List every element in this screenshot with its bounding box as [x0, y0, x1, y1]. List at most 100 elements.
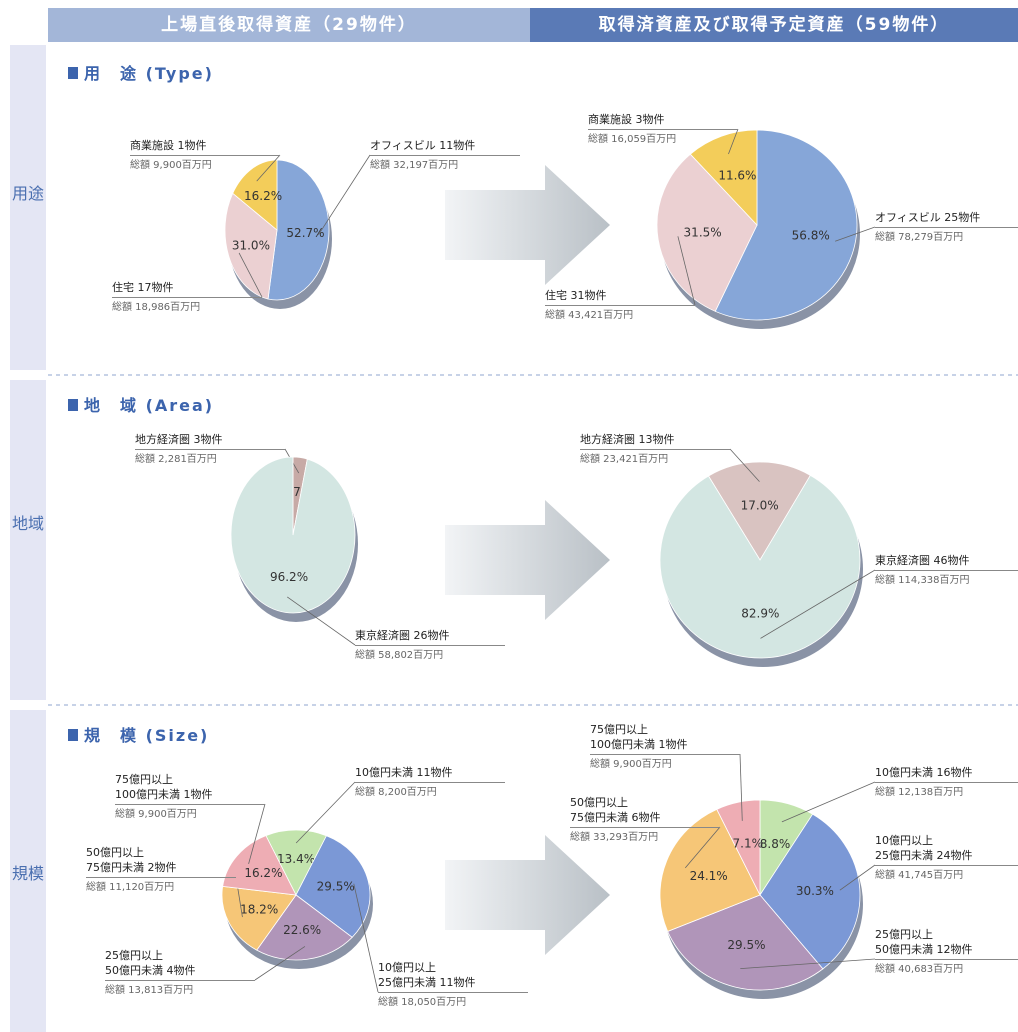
side-band [10, 380, 46, 700]
callout-category: 商業施設 1物件 [130, 139, 207, 152]
callout: 住宅 31物件 総額 43,421百万円 [545, 288, 695, 323]
callout: 地方経済圏 3物件総額 2,281百万円 [135, 432, 285, 467]
section-title: 用 途 (Type) [68, 60, 214, 84]
slice-label: 18.2% [240, 903, 278, 917]
slice-label: 52.7% [286, 226, 324, 240]
callout-category: 10億円未満 11物件 [355, 766, 453, 779]
callout-amount: 総額 18,986百万円 [112, 297, 262, 315]
pie-slice [230, 456, 356, 614]
callout-amount: 総額 9,900百万円 [130, 155, 280, 173]
leader-line [238, 252, 263, 298]
leader-line [760, 569, 876, 639]
callout: 商業施設 3物件 総額 16,059百万円 [588, 112, 738, 147]
callout-amount: 総額 32,197百万円 [370, 155, 520, 173]
slice-label: 13.4% [277, 852, 315, 866]
callout: 25億円以上 50億円未満 4物件 総額 13,813百万円 [105, 948, 255, 998]
callout-category: 東京経済圏 26物件 [355, 629, 450, 642]
slice-label: 82.9% [741, 606, 779, 620]
callout-amount: 総額 16,059百万円 [588, 129, 738, 147]
leader-line [248, 803, 266, 864]
pie-slice [667, 894, 824, 991]
callout: 商業施設 1物件総額 9,900百万円 [130, 138, 280, 173]
section-title: 規 模 (Size) [68, 722, 209, 746]
section-title: 地 域 (Area) [68, 392, 214, 416]
pie-slice [222, 835, 297, 896]
pie-slice [265, 829, 327, 896]
slice-label: 56.8% [792, 229, 830, 243]
callout-category: 50億円以上 75億円未満 6物件 [570, 796, 661, 824]
callout-amount: 総額 8,200百万円 [355, 782, 505, 800]
callout: 25億円以上 50億円未満 12物件総額 40,683百万円 [875, 927, 1018, 977]
callout: 住宅 17物件総額 18,986百万円 [112, 280, 262, 315]
pie-slice [689, 129, 758, 227]
header: 上場直後取得資産（29物件） [48, 8, 530, 42]
leader-line [739, 753, 743, 821]
leader-line [740, 958, 876, 970]
leader-line [677, 236, 696, 306]
callout-amount: 総額 13,813百万円 [105, 980, 255, 998]
leader-line [256, 154, 281, 182]
slice-label: 31.0% [232, 238, 270, 252]
callout-category: オフィスビル 11物件 [370, 139, 476, 152]
slice-label: 11.6% [718, 169, 756, 183]
callout-amount: 総額 23,421百万円 [580, 449, 730, 467]
callout-category: 25億円以上 50億円未満 12物件 [875, 928, 973, 956]
callout-category: オフィスビル 25物件 [875, 211, 981, 224]
header: 取得済資産及び取得予定資産（59物件） [530, 8, 1018, 42]
callout: 東京経済圏 26物件総額 58,802百万円 [355, 628, 505, 663]
callout-amount: 総額 40,683百万円 [875, 959, 1018, 977]
side-band [10, 710, 46, 1032]
callout: 75億円以上 100億円未満 1物件 総額 9,900百万円 [590, 722, 740, 772]
pie-slice [267, 159, 330, 301]
callout: 地方経済圏 13物件総額 23,421百万円 [580, 432, 730, 467]
leader-line [781, 781, 876, 823]
slice-label: 31.5% [684, 225, 722, 239]
callout-category: 10億円以上 25億円未満 24物件 [875, 834, 973, 862]
callout: オフィスビル 11物件総額 32,197百万円 [370, 138, 520, 173]
slice-label: 16.2% [244, 189, 282, 203]
callout: 10億円未満 11物件総額 8,200百万円 [355, 765, 505, 800]
callout-amount: 総額 12,138百万円 [875, 782, 1018, 800]
callout-category: 地方経済圏 13物件 [580, 433, 675, 446]
leader-line [287, 596, 356, 646]
arrow [445, 835, 610, 955]
slice-label: 16.2% [244, 866, 282, 880]
callout-amount: 総額 9,900百万円 [590, 754, 740, 772]
callout-amount: 総額 43,421百万円 [545, 305, 695, 323]
leader-line [839, 864, 876, 891]
pie-slice [714, 129, 858, 321]
callout: 10億円以上 25億円未満 11物件 総額 18,050百万円 [378, 960, 528, 1010]
callout-amount: 総額 2,281百万円 [135, 449, 285, 467]
leader-line [684, 826, 721, 869]
leader-line [295, 781, 356, 844]
pie-slice [707, 461, 811, 561]
slice-label: 96.2% [270, 570, 308, 584]
slice-label: 8.8% [760, 837, 791, 851]
callout-category: 地方経済圏 3物件 [135, 433, 223, 446]
pie-slice [659, 808, 761, 932]
leader-line [729, 448, 760, 482]
slice-label: 29.5% [727, 938, 765, 952]
side-label: 用途 [11, 184, 44, 203]
slice-label: 7.1% [733, 837, 764, 851]
callout-amount: 総額 78,279百万円 [875, 227, 1018, 245]
callout-category: 75億円以上 100億円未満 1物件 [115, 773, 213, 801]
callout-amount: 総額 9,900百万円 [115, 804, 265, 822]
callout-amount: 総額 41,745百万円 [875, 865, 1018, 883]
pie-slice [295, 835, 371, 938]
callout: 10億円未満 16物件総額 12,138百万円 [875, 765, 1018, 800]
slice-label: 30.3% [796, 884, 834, 898]
leader-line [835, 226, 876, 242]
pie-slice [759, 813, 861, 970]
callout: 75億円以上 100億円未満 1物件総額 9,900百万円 [115, 772, 265, 822]
leader-line [728, 128, 739, 155]
callout: 50億円以上 75億円未満 2物件 総額 11,120百万円 [86, 845, 236, 895]
side-label: 地域 [11, 514, 44, 533]
callout: オフィスビル 25物件総額 78,279百万円 [875, 210, 1018, 245]
callout-category: 住宅 17物件 [112, 281, 174, 294]
callout-category: 10億円未満 16物件 [875, 766, 973, 779]
callout-amount: 総額 18,050百万円 [378, 992, 528, 1010]
side-label: 規模 [11, 864, 44, 883]
callout-amount: 総額 58,802百万円 [355, 645, 505, 663]
callout-amount: 総額 114,338百万円 [875, 570, 1018, 588]
